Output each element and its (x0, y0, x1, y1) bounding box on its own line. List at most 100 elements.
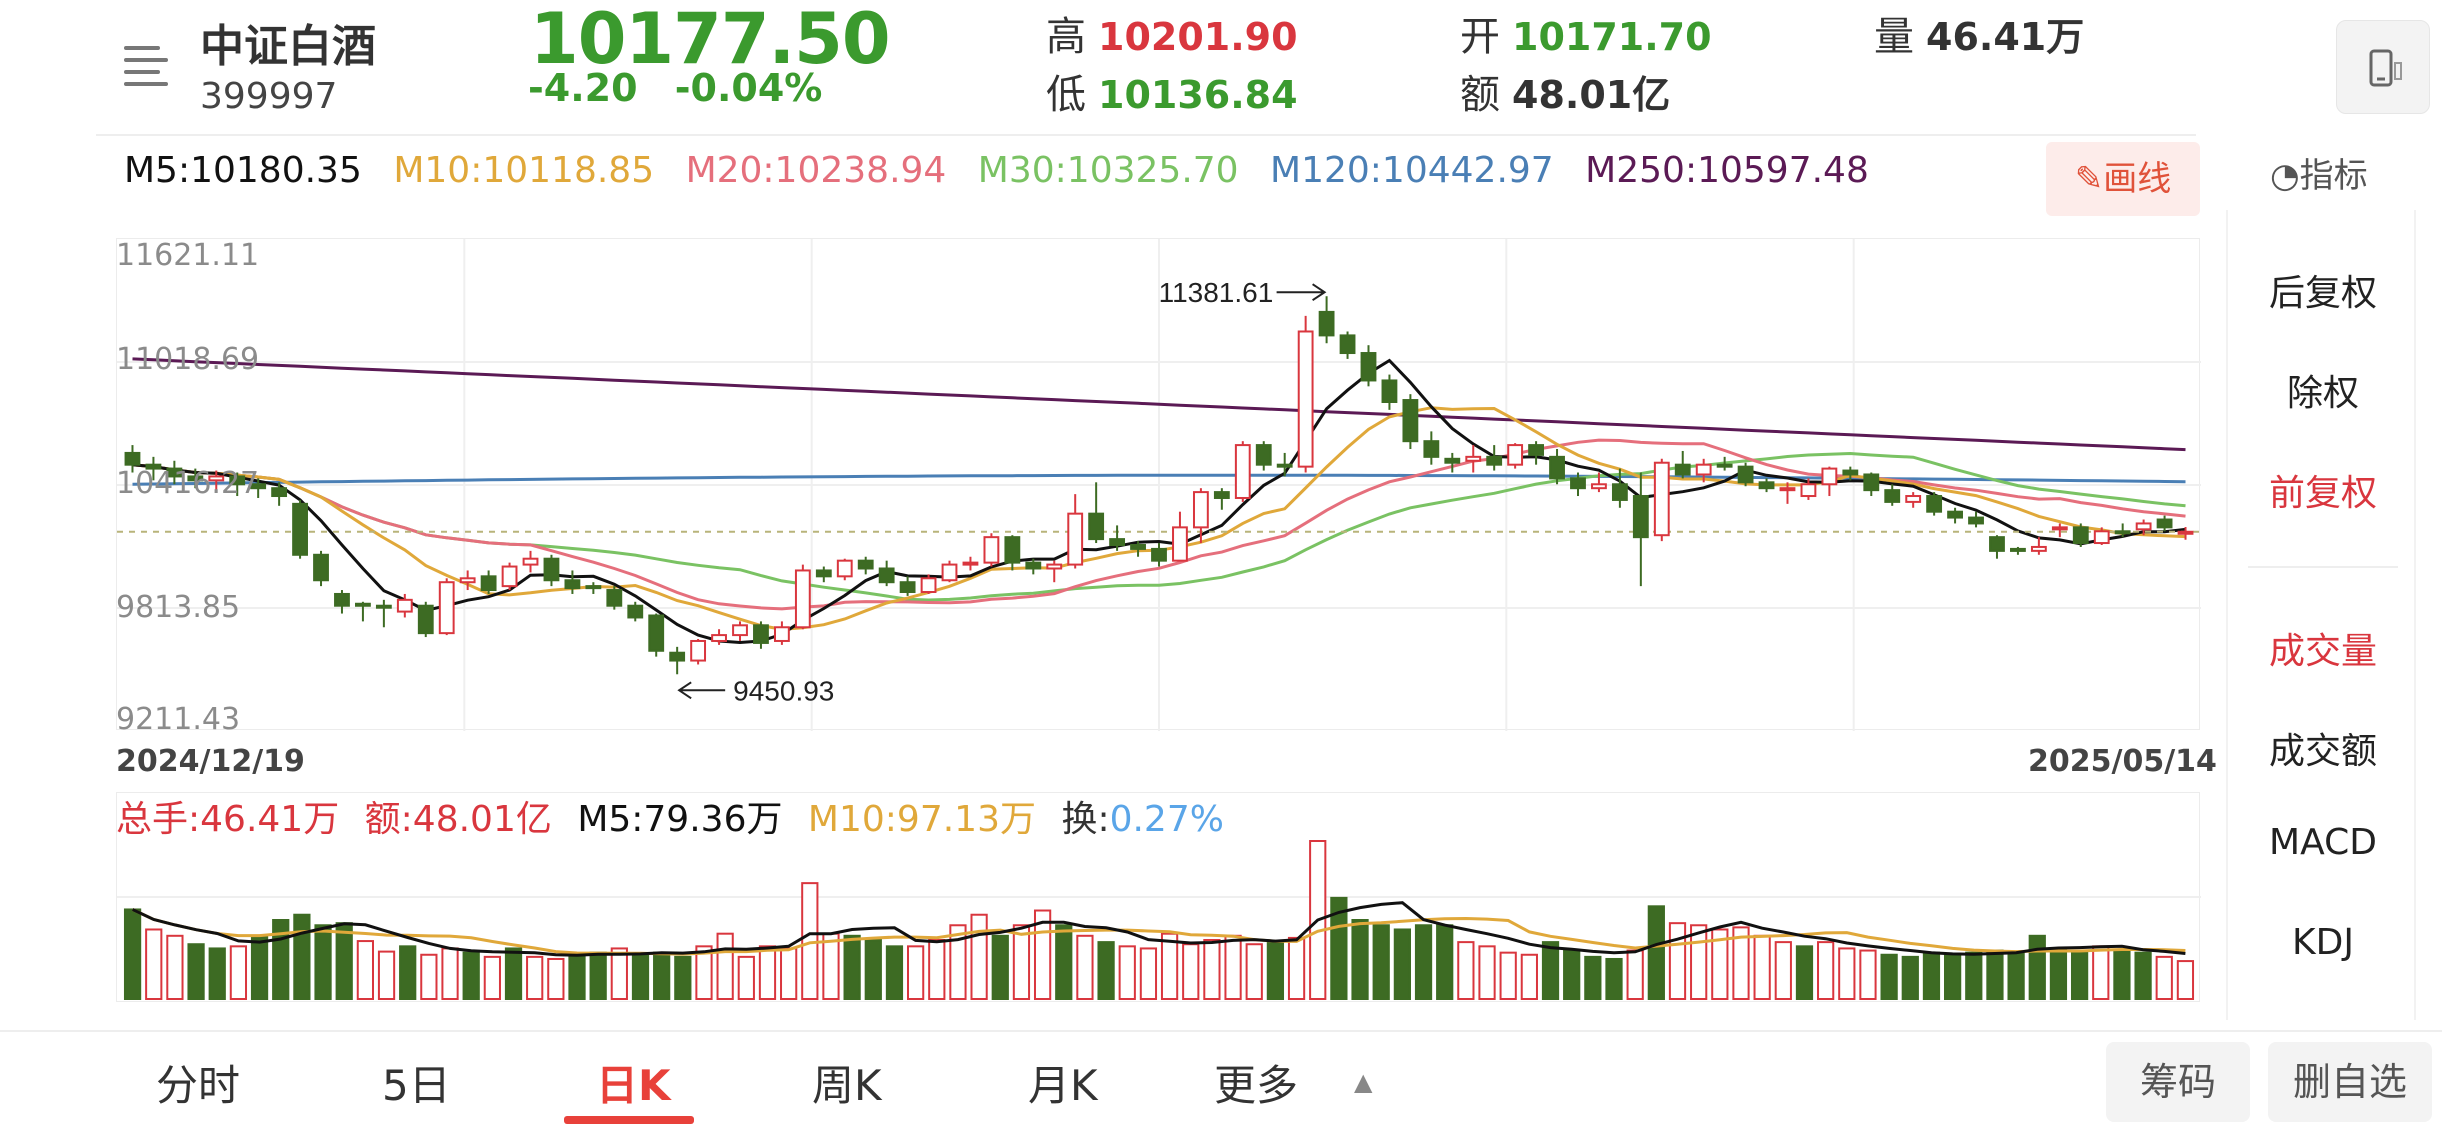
tab-monthly-k[interactable]: 月K (1028, 1061, 1098, 1110)
tab-intraday[interactable]: 分时 (156, 1061, 241, 1110)
candle (124, 445, 141, 473)
tab-5day[interactable]: 5日 (382, 1061, 451, 1110)
candle (1339, 331, 1356, 359)
period-tabs: 分时 5日 日K 周K 月K 更多 ▲ 筹码 删自选 (0, 1030, 2442, 1124)
y-axis-label-max: 11621.11 (116, 238, 260, 273)
max-price-annotation: 11381.61 (1159, 277, 1274, 308)
adjust-forward-option[interactable]: 前复权 (2268, 473, 2377, 514)
candle (1381, 374, 1398, 410)
volume-bar (1880, 953, 1898, 1000)
volume-bar (2155, 955, 2173, 1001)
volume-bar (737, 955, 755, 1001)
volume-bar (1922, 951, 1941, 1001)
candle (480, 570, 497, 594)
candle (1360, 345, 1377, 387)
volume-bar (1118, 945, 1136, 1000)
candle (1653, 458, 1670, 542)
candle (1905, 492, 1922, 508)
candle (187, 468, 204, 489)
high-stat: 高 10201.90 (1046, 4, 1298, 62)
candle (1507, 443, 1524, 469)
volume-bar (483, 955, 501, 1001)
ex-rights-option[interactable]: 除权 (2286, 373, 2359, 414)
candle (857, 556, 874, 575)
candle (962, 556, 979, 571)
candle (1109, 525, 1126, 551)
candle (732, 621, 748, 641)
kline-chart[interactable]: 11381.61 9450.93 (116, 238, 2201, 731)
draw-line-label: 画线 (2103, 159, 2172, 199)
tab-weekly-k[interactable]: 周K (812, 1061, 882, 1110)
candle (1255, 441, 1272, 471)
macd-indicator-option[interactable]: MACD (2269, 822, 2377, 863)
low-value: 10136.84 (1098, 73, 1298, 117)
volume-bar (1372, 924, 1390, 1000)
volume-chart[interactable] (116, 792, 2201, 1002)
candle (2010, 546, 2026, 555)
candle (1695, 458, 1712, 483)
volume-bar (1965, 951, 1983, 1001)
y-axis-label: 10416.27 (116, 466, 260, 501)
candle (2093, 527, 2110, 545)
volume-bar (1711, 928, 1729, 1000)
volume-bar (1160, 932, 1179, 1000)
volume-bar (907, 945, 925, 1000)
candle (1004, 535, 1021, 571)
volume-bar (1245, 943, 1263, 1001)
adjust-backward-option[interactable]: 后复权 (2268, 273, 2377, 314)
kdj-indicator-option[interactable]: KDJ (2292, 922, 2354, 963)
candle (229, 472, 246, 497)
price-change: -4.20 -0.04% (528, 66, 822, 110)
remove-watchlist-button[interactable]: 删自选 (2268, 1042, 2432, 1122)
candle (1926, 492, 1943, 516)
volume-indicator-option[interactable]: 成交量 (2268, 631, 2377, 672)
volume-label: 量 (1874, 14, 1914, 60)
candle (522, 550, 539, 573)
volume-bar (1097, 941, 1115, 1000)
candle (1318, 296, 1335, 344)
volume-bar (1520, 953, 1538, 1000)
candle (1465, 445, 1482, 473)
menu-icon[interactable] (124, 44, 174, 88)
volume-bar (123, 908, 142, 1000)
volume-bar (970, 913, 988, 1000)
indicator-button[interactable]: ◔指标 (2270, 148, 2368, 197)
volume-bar (1668, 922, 1687, 1000)
max-arrow-icon (1276, 283, 1327, 302)
volume-bar (441, 947, 459, 1001)
amount-indicator-option[interactable]: 成交额 (2268, 731, 2377, 772)
volume-bar (1626, 949, 1644, 1000)
volume-bar (1414, 924, 1433, 1000)
volume-bar (1478, 945, 1496, 1000)
volume-bar (1859, 949, 1877, 1000)
draw-line-button[interactable]: ✎画线 (2046, 142, 2200, 216)
chips-button[interactable]: 筹码 (2106, 1042, 2250, 1122)
volume-bar (1944, 953, 1962, 1000)
tab-daily-k[interactable]: 日K (596, 1061, 671, 1110)
volume-bar (2092, 945, 2110, 1000)
volume-bar (822, 932, 840, 1000)
candle (1297, 315, 1314, 473)
volume-bar (1732, 926, 1750, 1000)
volume-bar (991, 934, 1009, 1001)
landscape-toggle-button[interactable] (2336, 20, 2430, 114)
total-volume: 总手:46.41万 (116, 799, 340, 840)
min-price-annotation: 9450.93 (733, 675, 834, 706)
volume-bar (2070, 949, 2089, 1000)
volume-bar (504, 947, 523, 1001)
candle (648, 613, 665, 657)
amount-label: 额 (1460, 72, 1500, 118)
phone-rotate-icon (2369, 49, 2402, 87)
volume-legend: 总手:46.41万 额:48.01亿 M5:79.36万 M10:97.13万 … (116, 790, 1238, 842)
candle (1486, 445, 1503, 471)
caret-up-icon[interactable]: ▲ (1354, 1068, 1373, 1096)
candle (815, 566, 832, 583)
volume-value: 46.41万 (1926, 15, 2085, 59)
candle (669, 646, 686, 675)
ma5-value: M5:10180.35 (124, 150, 362, 191)
candle (1842, 466, 1859, 481)
y-axis-label: 9813.85 (116, 590, 241, 625)
tab-more[interactable]: 更多 (1214, 1061, 1299, 1110)
right-panel: 后复权 除权 前复权 成交量 成交额 MACD KDJ (2226, 210, 2416, 1020)
volume-bar (1795, 945, 1814, 1000)
